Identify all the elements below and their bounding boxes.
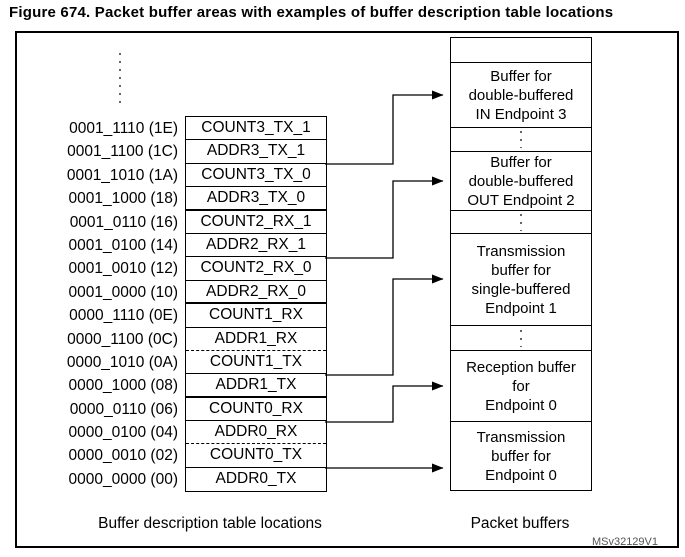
register-cell: COUNT2_RX_1 [186, 211, 326, 234]
address-label: 0000_1010 (0A) [66, 353, 178, 371]
packet-buffer-cell-ep2-out: Buffer for double-buffered OUT Endpoint … [451, 152, 591, 211]
buffer-label-line: for [512, 377, 530, 395]
packet-buffers-caption: Packet buffers [470, 515, 570, 532]
bdt-caption: Buffer description table locations [98, 515, 322, 532]
buffer-description-table: COUNT3_TX_1 ADDR3_TX_1 COUNT3_TX_0 ADDR3… [185, 116, 327, 493]
address-label: 0001_1100 (1C) [67, 143, 178, 161]
packet-buffer-cell-ep1-tx: Transmission buffer for single-buffered … [451, 234, 591, 326]
buffer-label-line: Endpoint 1 [485, 299, 557, 317]
packet-buffer-cell-gap [451, 326, 591, 351]
figure-watermark: MSv32129V1 [591, 536, 658, 548]
register-cell: ADDR1_TX [186, 374, 326, 398]
address-label: 0000_0110 (06) [69, 400, 178, 418]
address-label: 0001_0110 (16) [69, 213, 178, 231]
figure-title: Figure 674. Packet buffer areas with exa… [9, 4, 614, 21]
address-label: 0001_1000 (18) [68, 190, 178, 208]
buffer-label-line: Buffer for [490, 67, 552, 85]
buffer-label-line: buffer for [491, 261, 551, 279]
buffer-label-line: Endpoint 0 [485, 396, 557, 414]
register-cell: COUNT0_RX [186, 398, 326, 422]
register-cell: COUNT1_RX [186, 304, 326, 328]
vertical-ellipsis-icon [119, 53, 121, 103]
register-cell: ADDR0_TX [215, 469, 297, 487]
buffer-label-line: Endpoint 0 [485, 466, 557, 484]
address-label: 0000_0100 (04) [68, 424, 178, 442]
register-cell: ADDR2_RX_1 [186, 234, 326, 258]
address-label: 0000_1110 (0E) [69, 307, 178, 325]
packet-buffer-cell-gap [451, 128, 591, 152]
register-cell: ADDR1_RX [186, 328, 326, 351]
register-cell: ADDR2_RX_0 [186, 281, 326, 305]
address-label: 0000_0010 (02) [68, 447, 178, 465]
buffer-label-line: OUT Endpoint 2 [467, 191, 575, 209]
buffer-label-line: double-buffered [468, 172, 574, 190]
vertical-ellipsis-icon [520, 131, 522, 148]
buffer-label-line: IN Endpoint 3 [475, 105, 567, 123]
register-cell: COUNT1_TX [186, 351, 326, 375]
register-cell: COUNT3_TX_0 [186, 164, 326, 188]
packet-buffer-cell-ep3-in: Buffer for double-buffered IN Endpoint 3 [451, 63, 591, 128]
address-label: 0001_0100 (14) [68, 236, 178, 254]
packet-buffer-cell-ep0-tx: Transmission buffer for Endpoint 0 [451, 422, 591, 490]
packet-buffer-cell-ep0-rx: Reception buffer for Endpoint 0 [451, 351, 591, 422]
address-column: 0001_1110 (1E) 0001_1100 (1C) 0001_1010 … [30, 117, 178, 491]
register-cell: ADDR3_TX_1 [186, 140, 326, 164]
address-label: 0001_1010 (1A) [66, 166, 178, 184]
vertical-ellipsis-icon [520, 213, 522, 231]
buffer-label-line: Buffer for [490, 153, 552, 171]
buffer-label-line: buffer for [491, 447, 551, 465]
buffer-label-line: Transmission [476, 242, 566, 260]
address-label: 0000_1000 (08) [68, 377, 178, 395]
vertical-ellipsis-icon [520, 329, 522, 347]
packet-buffers-table: Buffer for double-buffered IN Endpoint 3… [450, 37, 592, 491]
address-label: 0000_0000 (00) [68, 470, 178, 488]
buffer-label-line: double-buffered [468, 86, 574, 104]
register-cell: COUNT2_RX_0 [186, 257, 326, 281]
address-label: 0000_1100 (0C) [67, 330, 178, 348]
packet-buffer-cell-gap [451, 211, 591, 234]
buffer-label-line: single-buffered [471, 280, 571, 298]
register-cell: ADDR0_RX [186, 421, 326, 445]
register-cell: COUNT0_TX [186, 444, 326, 468]
buffer-label-line: Transmission [476, 428, 566, 446]
buffer-label-line: Reception buffer [466, 358, 576, 376]
address-label: 0001_1110 (1E) [69, 120, 178, 137]
address-label: 0001_0000 (10) [68, 283, 178, 301]
register-cell: ADDR3_TX_0 [186, 187, 326, 211]
register-cell: COUNT3_TX_1 [186, 117, 326, 141]
address-label: 0001_0010 (12) [68, 260, 178, 278]
packet-buffer-cell-empty [451, 38, 591, 63]
